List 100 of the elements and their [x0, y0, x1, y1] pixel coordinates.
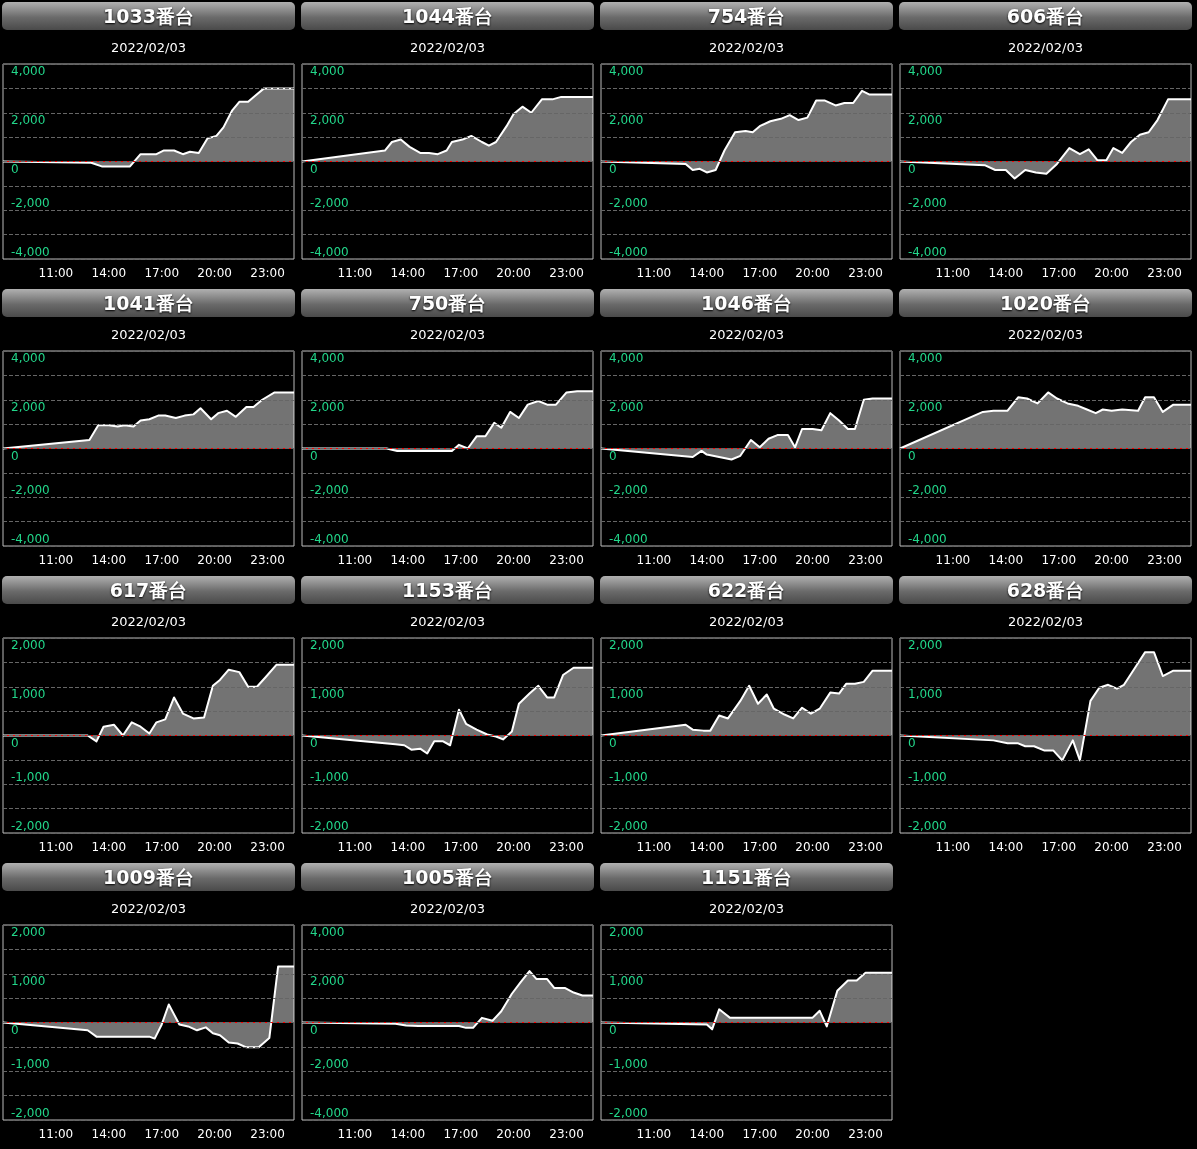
y-tick-label: -2,000: [908, 819, 947, 833]
chart-title: 617番台: [2, 576, 295, 604]
y-tick-label: -2,000: [310, 819, 349, 833]
y-tick-label: 1,000: [609, 686, 644, 701]
y-tick-label: 0: [310, 1022, 318, 1037]
y-tick-label: 4,000: [609, 64, 644, 78]
chart-subtitle: 2022/02/03: [111, 327, 186, 342]
x-tick-label: 17:00: [144, 840, 180, 854]
x-tick-label: 23:00: [549, 1127, 584, 1141]
x-tick-label: 20:00: [496, 1127, 531, 1141]
y-tick-label: -2,000: [310, 483, 349, 498]
x-tick-label: 11:00: [337, 266, 373, 280]
x-tick-label: 20:00: [795, 266, 830, 280]
x-tick-label: 17:00: [742, 266, 778, 280]
y-tick-label: 4,000: [11, 351, 46, 365]
y-tick-label: 2,000: [11, 112, 46, 127]
x-tick-label: 14:00: [689, 266, 725, 280]
x-tick-label: 11:00: [38, 1127, 74, 1141]
y-tick-label: 1,000: [310, 686, 345, 701]
y-tick-label: -2,000: [310, 196, 349, 211]
chart-subtitle: 2022/02/03: [111, 901, 186, 916]
y-tick-label: -4,000: [310, 1106, 349, 1120]
x-tick-label: 17:00: [742, 553, 778, 567]
y-tick-label: -4,000: [609, 532, 648, 546]
chart-title: 1005番台: [301, 863, 594, 891]
y-tick-label: 2,000: [908, 638, 943, 652]
y-tick-label: -4,000: [609, 245, 648, 259]
y-tick-label: 4,000: [609, 351, 644, 365]
y-tick-label: 0: [908, 735, 916, 750]
y-tick-label: -2,000: [11, 819, 50, 833]
y-tick-label: -2,000: [11, 483, 50, 498]
x-tick-label: 23:00: [1147, 266, 1182, 280]
x-tick-label: 14:00: [91, 840, 127, 854]
y-tick-label: 1,000: [11, 973, 46, 988]
x-tick-label: 20:00: [1094, 840, 1129, 854]
y-tick-label: -2,000: [908, 483, 947, 498]
x-tick-label: 20:00: [795, 840, 830, 854]
y-tick-label: 0: [11, 448, 19, 463]
y-tick-label: 0: [11, 161, 19, 176]
y-tick-label: 2,000: [609, 112, 644, 127]
y-tick-label: 2,000: [310, 973, 345, 988]
x-tick-label: 11:00: [935, 553, 971, 567]
x-tick-label: 23:00: [549, 266, 584, 280]
x-tick-label: 23:00: [1147, 840, 1182, 854]
y-tick-label: 4,000: [310, 925, 345, 939]
y-tick-label: 0: [609, 448, 617, 463]
x-tick-label: 17:00: [742, 840, 778, 854]
y-tick-label: 1,000: [609, 973, 644, 988]
y-tick-label: 2,000: [310, 638, 345, 652]
y-tick-label: -4,000: [908, 532, 947, 546]
y-tick-label: 1,000: [11, 686, 46, 701]
y-tick-label: -4,000: [11, 532, 50, 546]
x-tick-label: 23:00: [250, 1127, 285, 1141]
y-tick-label: 2,000: [310, 399, 345, 414]
y-tick-label: 0: [908, 448, 916, 463]
y-tick-label: -4,000: [310, 245, 349, 259]
x-tick-label: 17:00: [1041, 840, 1077, 854]
y-tick-label: 4,000: [310, 351, 345, 365]
y-tick-label: 2,000: [11, 638, 46, 652]
x-tick-label: 14:00: [390, 553, 426, 567]
y-tick-label: 0: [310, 161, 318, 176]
y-tick-label: 4,000: [908, 64, 943, 78]
x-tick-label: 11:00: [935, 266, 971, 280]
y-tick-label: -1,000: [609, 1057, 648, 1072]
x-tick-label: 20:00: [197, 553, 232, 567]
x-tick-label: 11:00: [636, 840, 672, 854]
y-tick-label: 4,000: [11, 64, 46, 78]
x-tick-label: 11:00: [935, 840, 971, 854]
y-tick-label: 0: [908, 161, 916, 176]
y-tick-label: -2,000: [11, 1106, 50, 1120]
chart-subtitle: 2022/02/03: [111, 40, 186, 55]
y-tick-label: 2,000: [609, 399, 644, 414]
y-tick-label: -2,000: [609, 196, 648, 211]
x-tick-label: 20:00: [197, 266, 232, 280]
x-tick-label: 17:00: [144, 266, 180, 280]
x-tick-label: 20:00: [795, 553, 830, 567]
x-tick-label: 20:00: [795, 1127, 830, 1141]
x-tick-label: 14:00: [689, 553, 725, 567]
y-tick-label: 2,000: [11, 925, 46, 939]
chart-title: 750番台: [301, 289, 594, 317]
y-tick-label: 2,000: [609, 925, 644, 939]
chart-title: 1009番台: [2, 863, 295, 891]
chart-subtitle: 2022/02/03: [410, 40, 485, 55]
x-tick-label: 20:00: [1094, 553, 1129, 567]
chart-title: 1041番台: [2, 289, 295, 317]
x-tick-label: 17:00: [1041, 553, 1077, 567]
chart-title: 1151番台: [600, 863, 893, 891]
y-tick-label: -2,000: [908, 196, 947, 211]
chart-subtitle: 2022/02/03: [1008, 327, 1083, 342]
x-tick-label: 23:00: [848, 553, 883, 567]
x-tick-label: 17:00: [443, 553, 479, 567]
x-tick-label: 14:00: [390, 1127, 426, 1141]
x-tick-label: 23:00: [848, 840, 883, 854]
x-tick-label: 20:00: [496, 266, 531, 280]
x-tick-label: 11:00: [636, 553, 672, 567]
y-tick-label: -2,000: [609, 1106, 648, 1120]
chart-subtitle: 2022/02/03: [709, 40, 784, 55]
y-tick-label: 0: [11, 735, 19, 750]
chart-subtitle: 2022/02/03: [1008, 40, 1083, 55]
y-tick-label: 2,000: [310, 112, 345, 127]
